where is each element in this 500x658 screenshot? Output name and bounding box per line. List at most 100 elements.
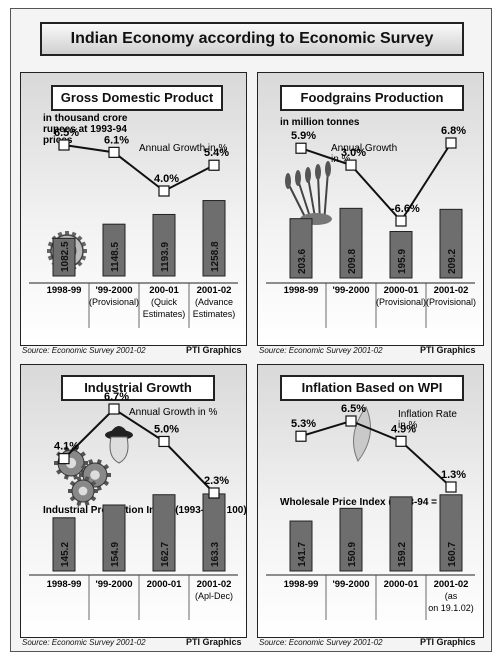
bar-value-label: 141.7: [297, 542, 308, 567]
growth-value-label: 1.3%: [441, 469, 466, 481]
bar-value-label: 195.9: [397, 249, 408, 274]
bar: [439, 494, 463, 572]
inflation-title: Inflation Based on WPI: [280, 375, 464, 401]
industrial-chart: Industrial Production Index (1993-94 = 1…: [29, 391, 246, 620]
growth-point: [108, 403, 120, 415]
inflation-credit: PTI Graphics: [420, 637, 476, 647]
bar-value-label: 159.2: [397, 542, 408, 567]
category-label: 2001-02 (Advance Estimates): [193, 285, 236, 319]
line-series-label: Annual Growth in %: [331, 143, 397, 165]
page-title: Indian Economy according to Economic Sur…: [40, 22, 464, 56]
bar: [289, 218, 313, 279]
wheat-icon: [285, 161, 332, 225]
cogs-icon: [54, 426, 133, 506]
drop-icon: [353, 405, 371, 462]
category-label: '99-2000: [95, 579, 132, 590]
bar: [339, 507, 363, 572]
growth-point: [208, 159, 220, 171]
growth-value-label: 4.1%: [54, 441, 79, 453]
growth-point: [58, 453, 70, 465]
growth-point: [345, 415, 357, 427]
category-label: 2001-02 (Provisional): [426, 285, 476, 307]
foodgrains-chart: in million tonnes Annual Growth in % 203.6 2…: [266, 117, 476, 328]
bar-series-label: Industrial Production Index (1993-94 = 1…: [43, 505, 246, 516]
growth-value-label: 6.7%: [104, 391, 129, 403]
category-label: 2001-02 (as on 19.1.02): [428, 579, 474, 613]
growth-value-label: 2.3%: [204, 475, 229, 487]
bar-value-label: 1258.8: [210, 241, 221, 272]
bar: [102, 223, 126, 277]
inflation-chart: Wholesale Price Index (1993-94 = 100) Inf…: [266, 403, 475, 620]
category-label: '99-2000: [332, 579, 369, 590]
bar-series-label: in million tonnes: [280, 117, 360, 128]
growth-value-label: 4.0%: [154, 173, 179, 185]
bar-value-label: 150.9: [347, 542, 358, 567]
category-label: '99-2000: [332, 285, 369, 296]
gdp-source: Source: Economic Survey 2001-02: [22, 346, 146, 355]
growth-line: [63, 144, 215, 193]
growth-point: [345, 159, 357, 171]
growth-point: [108, 146, 120, 158]
bar-value-label: 203.6: [297, 249, 308, 274]
bar: [52, 517, 76, 572]
inflation-source: Source: Economic Survey 2001-02: [259, 638, 383, 647]
growth-value-label: 6.1%: [104, 134, 129, 146]
bar-value-label: 154.9: [110, 542, 121, 567]
foodgrains-credit: PTI Graphics: [420, 345, 476, 355]
growth-point: [295, 430, 307, 442]
growth-point: [395, 215, 407, 227]
growth-point: [295, 142, 307, 154]
bar: [202, 200, 226, 277]
category-label: '99-2000 (Provisional): [89, 285, 139, 307]
bar-value-label: 145.2: [60, 542, 71, 567]
category-label: 2000-01: [147, 579, 183, 590]
category-label: 2000-01 (Provisional): [376, 285, 426, 307]
growth-value-label: 3.0%: [341, 147, 366, 159]
growth-value-label: 5.3%: [291, 418, 316, 430]
category-label: 1998-99: [47, 285, 82, 296]
bar: [152, 213, 176, 277]
foodgrains-source: Source: Economic Survey 2001-02: [259, 346, 383, 355]
bar: [389, 496, 413, 572]
gdp-title: Gross Domestic Product: [51, 85, 223, 111]
industrial-panel: Industrial Growth Industrial Production …: [20, 364, 247, 638]
bar-series-label: in thousand crore rupees at 1993-94 prices: [43, 113, 128, 146]
growth-value-label: 6.5%: [341, 403, 366, 415]
line-series-label: Annual Growth in %: [139, 143, 227, 154]
growth-point: [395, 435, 407, 447]
bar: [102, 504, 126, 572]
category-label: 1998-99: [284, 579, 319, 590]
bar: [339, 207, 363, 279]
growth-value-label: 6.5%: [54, 127, 79, 139]
growth-point: [158, 435, 170, 448]
category-label: 1998-99: [284, 285, 319, 296]
bar-value-label: 1082.5: [60, 241, 71, 272]
gdp-credit: PTI Graphics: [186, 345, 242, 355]
category-label: 2001-02 (Apl-Dec): [195, 579, 233, 601]
growth-line: [63, 407, 215, 494]
bar-value-label: 163.3: [210, 542, 221, 567]
growth-point: [58, 139, 70, 151]
industrial-title: Industrial Growth: [61, 375, 215, 401]
growth-line: [300, 142, 452, 223]
category-label: 200-01 (Quick Estimates): [143, 285, 186, 319]
bar: [152, 494, 176, 572]
bar-value-label: 1148.5: [110, 242, 121, 272]
growth-point: [445, 481, 457, 493]
bar-value-label: 209.8: [347, 249, 358, 274]
foodgrains-title: Foodgrains Production: [280, 85, 464, 111]
bar: [389, 231, 413, 279]
bar-value-label: 160.7: [447, 542, 458, 567]
growth-point: [208, 487, 220, 499]
category-label: 1998-99: [47, 579, 82, 590]
bar-value-label: 209.2: [447, 249, 458, 274]
growth-line: [300, 419, 452, 488]
growth-value-label: -6.6%: [391, 203, 420, 215]
line-series-label: Inflation Rate in %: [398, 409, 457, 431]
growth-value-label: 5.0%: [154, 423, 179, 435]
bar-value-label: 162.7: [160, 542, 171, 567]
growth-value-label: 5.9%: [291, 130, 316, 142]
inflation-panel: Inflation Based on WPI Wholesale Price I…: [257, 364, 484, 638]
gdp-chart: in thousand crore rupees at 1993-94 prices…: [29, 113, 238, 328]
line-series-label: Annual Growth in %: [129, 407, 217, 418]
